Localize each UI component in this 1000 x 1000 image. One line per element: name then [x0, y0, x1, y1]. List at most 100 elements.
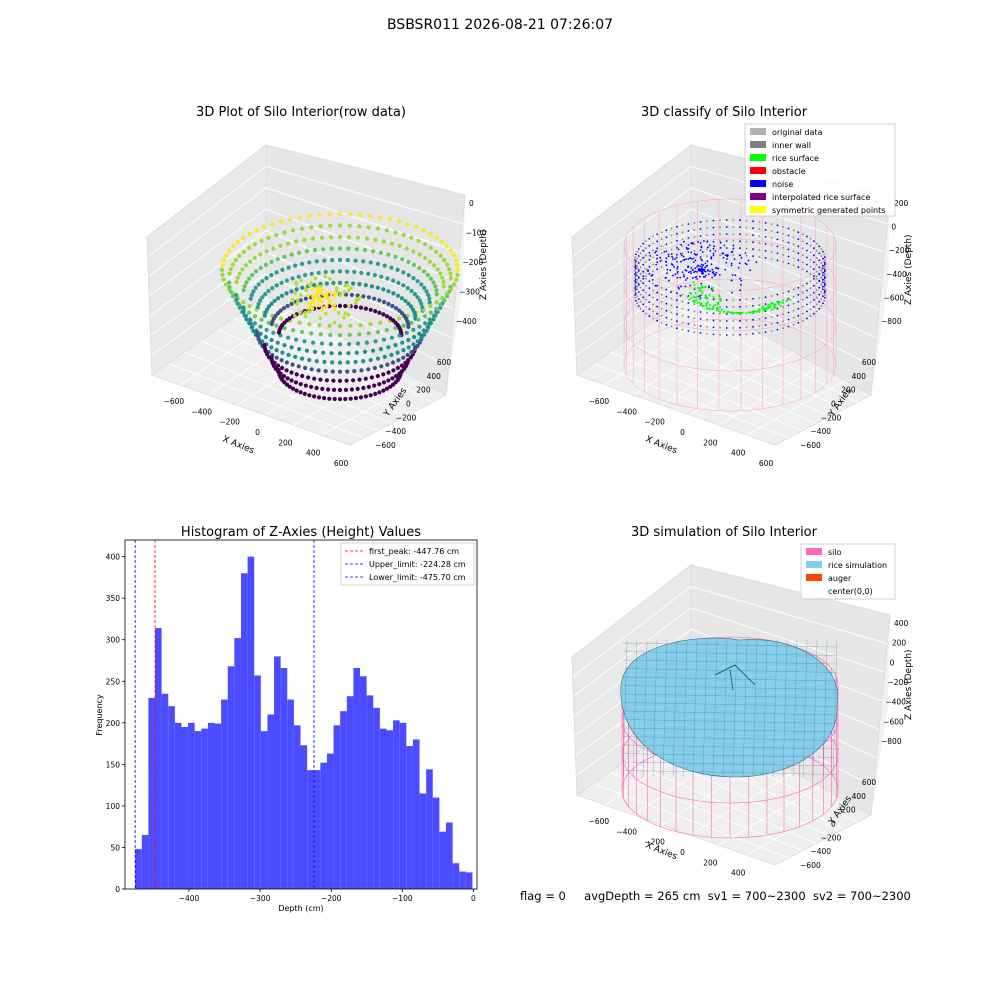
raw-point: [247, 245, 252, 250]
classified-point: [732, 311, 735, 314]
classified-point: [665, 257, 668, 260]
classified-point: [688, 298, 691, 301]
raw-point: [311, 236, 316, 241]
classified-point: [701, 291, 704, 294]
classified-point: [700, 293, 703, 296]
classified-point: [724, 268, 727, 271]
classified-point: [732, 244, 735, 247]
classified-point: [642, 277, 645, 280]
raw-point: [396, 219, 402, 224]
raw-point: [278, 219, 284, 224]
raw-point: [256, 282, 261, 287]
raw-point: [375, 226, 380, 231]
classified-point: [666, 272, 668, 275]
axes-box: [146, 143, 466, 446]
raw-point: [451, 253, 457, 258]
classified-point: [823, 288, 825, 291]
raw-point: [331, 378, 336, 383]
reference-lines: [134, 540, 315, 889]
classified-point: [764, 296, 767, 298]
x-axis-label: Depth (cm): [278, 904, 323, 913]
histogram-bar: [280, 667, 288, 889]
classified-point: [708, 293, 711, 296]
raw-point: [317, 212, 322, 217]
classified-point: [706, 297, 709, 300]
classified-point: [806, 317, 808, 320]
classified-point: [719, 319, 721, 322]
classified-point: [789, 298, 792, 301]
raw-point: [318, 224, 323, 229]
classified-point: [639, 280, 642, 283]
raw-point: [300, 329, 305, 335]
classified-point: [710, 256, 713, 259]
classified-point: [824, 259, 826, 261]
raw-point: [233, 258, 238, 263]
y-tick-label: −600: [800, 441, 821, 450]
classified-point: [758, 332, 761, 334]
raw-point: [289, 345, 294, 350]
raw-point: [408, 304, 414, 309]
classified-point: [740, 257, 743, 259]
raw-point: [289, 378, 294, 383]
y-tick-label: −200: [821, 833, 842, 842]
classified-point: [695, 295, 698, 298]
raw-point: [290, 276, 295, 281]
raw-point: [387, 217, 392, 222]
classified-point: [652, 270, 654, 273]
classified-point: [822, 257, 824, 260]
classified-point: [645, 240, 647, 243]
classified-point: [652, 263, 654, 266]
raw-point: [384, 228, 389, 233]
raw-point: [427, 300, 432, 305]
classified-point: [676, 232, 678, 235]
classified-point: [713, 297, 716, 300]
legend-swatch: [750, 128, 766, 135]
raw-point: [309, 271, 314, 276]
histogram-bar: [260, 731, 268, 889]
raw-point: [298, 390, 303, 395]
classified-point: [694, 270, 697, 273]
raw-point: [344, 378, 349, 383]
raw-point: [348, 323, 353, 328]
classified-point: [656, 254, 659, 257]
raw-point: [355, 341, 361, 346]
z-tick-label: −200: [463, 258, 484, 267]
classified-point: [650, 274, 653, 277]
classified-point: [787, 325, 790, 328]
classified-point: [682, 255, 685, 258]
raw-point: [343, 311, 347, 315]
raw-point: [309, 281, 314, 285]
raw-point: [269, 301, 274, 306]
raw-point: [353, 396, 358, 401]
classified-point: [820, 305, 823, 307]
classified-point: [823, 260, 825, 263]
raw-point: [363, 306, 368, 311]
histogram-bar: [386, 730, 394, 889]
histogram-bar: [326, 753, 334, 889]
classified-point: [732, 247, 735, 250]
y-tick-label: 0: [115, 885, 120, 894]
classified-point: [659, 256, 662, 259]
classified-point: [696, 302, 699, 304]
y-tick-label: 0: [831, 400, 836, 409]
classified-point: [684, 269, 687, 271]
raw-point: [285, 376, 290, 381]
classified-point: [725, 299, 728, 301]
raw-point: [345, 369, 350, 374]
classified-point: [739, 240, 741, 243]
classified-point: [702, 305, 705, 307]
classified-point: [787, 262, 790, 265]
raw-point: [406, 259, 411, 264]
classified-point: [722, 252, 724, 255]
classified-point: [823, 296, 826, 299]
classified-point: [787, 290, 790, 293]
raw-point: [372, 383, 377, 388]
raw-point: [302, 339, 307, 344]
classified-point: [665, 288, 668, 291]
raw-point: [435, 267, 440, 272]
classified-point: [818, 300, 821, 303]
raw-point: [351, 281, 356, 286]
raw-point: [330, 269, 335, 274]
raw-point: [379, 274, 384, 279]
